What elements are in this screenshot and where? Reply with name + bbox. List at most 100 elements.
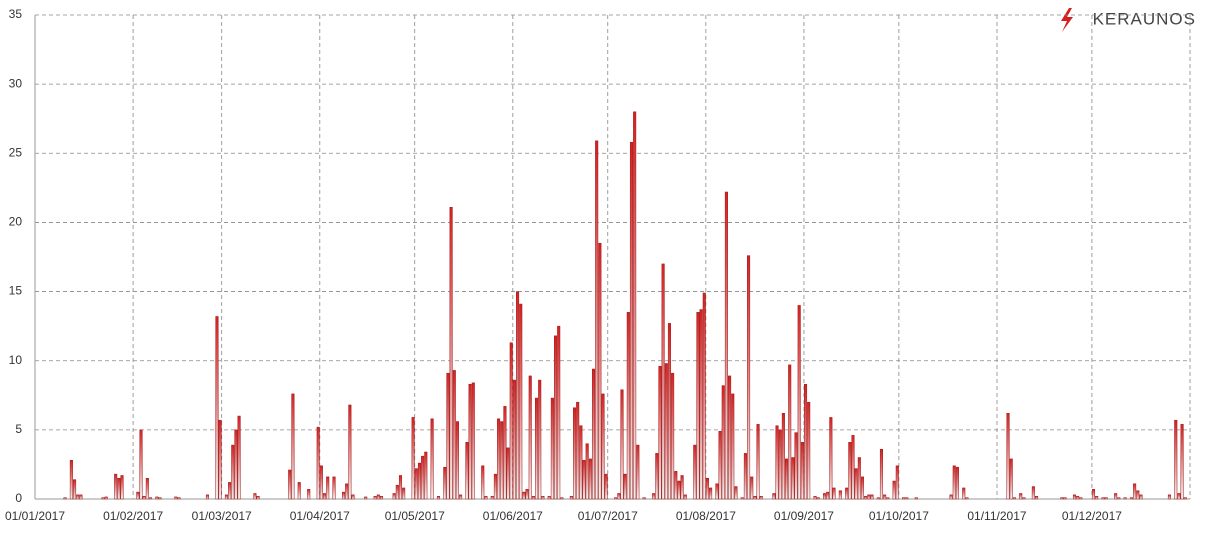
bar [446, 372, 450, 500]
bar [449, 206, 453, 500]
bar [490, 495, 494, 500]
y-tick-label: 25 [9, 145, 23, 159]
bar [205, 494, 209, 500]
bar [715, 483, 719, 500]
bar [63, 497, 67, 500]
bar [455, 421, 459, 500]
bar [73, 479, 77, 500]
x-tick-label: 01/02/2017 [103, 509, 163, 523]
bar [253, 493, 257, 500]
bar [436, 495, 440, 500]
bar [424, 451, 428, 500]
bar [465, 442, 469, 500]
x-tick-label: 01/04/2017 [290, 509, 350, 523]
bar [1009, 458, 1013, 500]
bar [813, 495, 817, 500]
bar [174, 496, 178, 500]
bar [1136, 490, 1140, 500]
bar [674, 471, 678, 500]
bar [800, 442, 804, 500]
bar [591, 368, 596, 500]
bar [76, 494, 80, 500]
bar [870, 494, 874, 500]
bar [623, 473, 627, 500]
bar [1129, 497, 1133, 500]
bar [332, 476, 336, 500]
bar [506, 447, 510, 500]
bar [1095, 495, 1099, 500]
bar [576, 401, 580, 500]
bar [585, 443, 589, 500]
bar [497, 418, 501, 500]
bar [892, 480, 896, 500]
bar [614, 497, 618, 500]
bar [525, 489, 529, 500]
bar [155, 496, 159, 500]
bar [1123, 497, 1127, 500]
bar [883, 494, 887, 500]
bar [864, 495, 868, 500]
x-tick-label: 01/10/2017 [869, 509, 929, 523]
x-tick-label: 01/07/2017 [578, 509, 638, 523]
bar [1133, 483, 1137, 500]
bar [702, 292, 706, 500]
bar [351, 494, 355, 500]
bar [1031, 486, 1035, 500]
bar [879, 448, 884, 500]
bar [750, 476, 754, 500]
bar [503, 406, 507, 500]
bar [145, 478, 149, 500]
bar [816, 497, 820, 500]
bar [430, 418, 434, 500]
bar [965, 497, 969, 500]
bar [728, 375, 732, 500]
bar [481, 465, 485, 500]
bar [683, 494, 687, 500]
bar [493, 473, 497, 500]
bar [721, 385, 725, 500]
bar [955, 466, 959, 500]
bar [341, 491, 346, 500]
bar [1114, 493, 1118, 500]
bar [538, 379, 542, 500]
bar [838, 490, 842, 500]
bar [588, 458, 592, 500]
bar [547, 495, 551, 500]
bar [177, 497, 181, 500]
bar [582, 460, 586, 500]
bar [237, 415, 241, 500]
bar [886, 497, 890, 500]
bar [949, 494, 953, 500]
bar [228, 482, 232, 500]
bar [231, 444, 235, 500]
bar [376, 494, 380, 500]
bar [291, 393, 295, 500]
bar [79, 494, 83, 500]
bar [791, 457, 795, 500]
bar [756, 424, 760, 500]
bar [326, 476, 330, 500]
bar [848, 442, 852, 500]
bar [392, 493, 396, 500]
bar [718, 430, 722, 500]
bar [857, 457, 861, 500]
bar [395, 484, 399, 500]
bar [411, 417, 415, 500]
bar [1174, 419, 1178, 500]
bar [148, 497, 153, 500]
bar [104, 496, 108, 500]
y-tick-label: 0 [15, 491, 22, 505]
bar [1076, 495, 1080, 500]
bar [421, 455, 425, 500]
bar [781, 413, 785, 500]
bar [914, 497, 918, 500]
bar [569, 495, 573, 500]
bar [785, 458, 789, 500]
bar [364, 496, 368, 500]
bar [1079, 497, 1083, 500]
bar [962, 487, 966, 500]
bar [531, 495, 535, 500]
bar [895, 465, 899, 500]
x-tick-label: 01/05/2017 [385, 509, 445, 523]
bar [620, 389, 624, 500]
